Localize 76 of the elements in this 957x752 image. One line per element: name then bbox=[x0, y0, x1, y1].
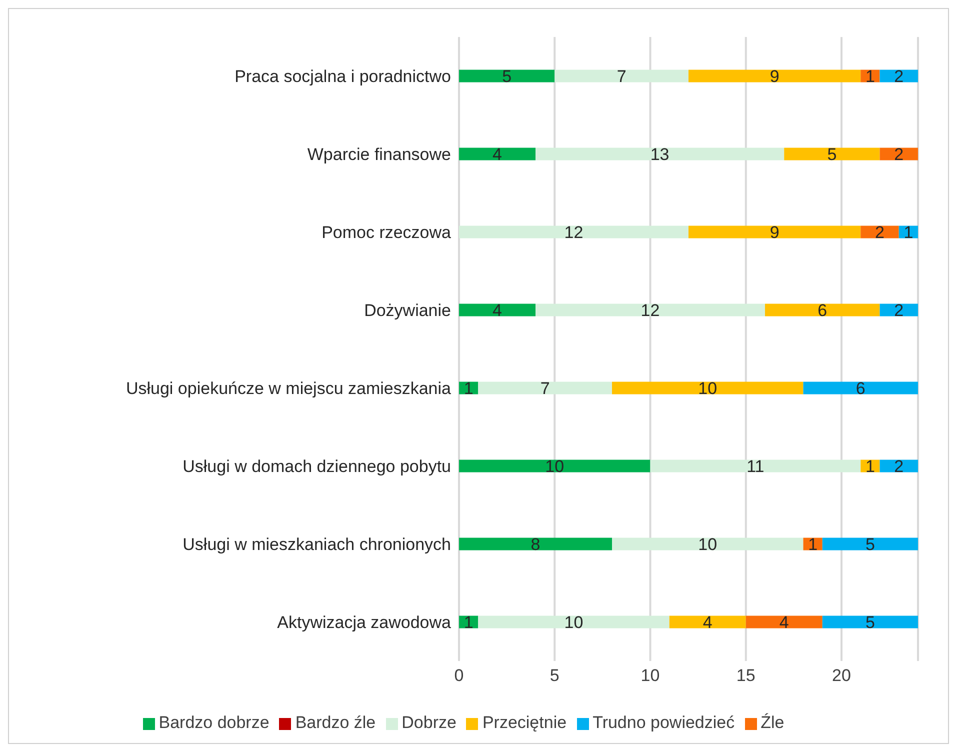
data-label: 1 bbox=[464, 613, 474, 632]
data-label: 10 bbox=[698, 379, 718, 398]
y-tick-label: Usługi w mieszkaniach chronionych bbox=[182, 535, 451, 554]
data-label: 1 bbox=[808, 535, 818, 554]
legend-label: Bardzo dobrze bbox=[158, 713, 270, 732]
data-label: 1 bbox=[904, 223, 914, 242]
bar bbox=[669, 616, 746, 628]
legend-label: Dobrze bbox=[402, 713, 456, 732]
bar bbox=[459, 538, 612, 550]
data-label: 6 bbox=[818, 301, 828, 320]
data-label: 4 bbox=[779, 613, 789, 632]
data-label: 8 bbox=[530, 535, 540, 554]
bar bbox=[459, 70, 555, 82]
legend-label: Trudno powiedzieć bbox=[592, 713, 735, 732]
bar bbox=[746, 616, 822, 628]
bar bbox=[688, 226, 861, 238]
x-tick-label: 10 bbox=[640, 666, 660, 686]
bar bbox=[459, 226, 688, 238]
data-label: 9 bbox=[770, 223, 780, 242]
data-label: 5 bbox=[865, 613, 875, 632]
legend-label: Bardzo źle bbox=[295, 713, 376, 732]
bar bbox=[822, 616, 918, 628]
data-label: 2 bbox=[875, 223, 884, 242]
y-tick-label: Aktywizacja zawodowa bbox=[277, 613, 452, 632]
data-label: 2 bbox=[894, 145, 904, 164]
data-label: 2 bbox=[894, 67, 904, 86]
bar bbox=[459, 304, 536, 316]
y-tick-label: Wparcie finansowe bbox=[307, 145, 451, 164]
x-tick-label: 5 bbox=[550, 666, 560, 686]
x-tick-label: 20 bbox=[832, 666, 851, 686]
bar bbox=[688, 70, 861, 82]
bar bbox=[822, 538, 918, 550]
bar bbox=[612, 382, 804, 394]
bar bbox=[459, 460, 650, 472]
data-label: 10 bbox=[564, 613, 584, 632]
data-label: 5 bbox=[502, 67, 512, 86]
data-label: 12 bbox=[564, 223, 584, 242]
data-label: 4 bbox=[702, 613, 712, 632]
data-label: 5 bbox=[827, 145, 837, 164]
data-label: 10 bbox=[545, 457, 564, 476]
data-label: 11 bbox=[746, 457, 764, 476]
y-tick-label: Dożywianie bbox=[364, 301, 451, 320]
data-label: 1 bbox=[464, 379, 474, 398]
data-label: 2 bbox=[894, 301, 904, 320]
data-label: 7 bbox=[616, 67, 626, 86]
data-label: 13 bbox=[650, 145, 670, 164]
data-label: 5 bbox=[865, 535, 875, 554]
data-label: 2 bbox=[894, 457, 904, 476]
data-label: 12 bbox=[640, 301, 660, 320]
data-label: 1 bbox=[865, 67, 875, 86]
data-label: 7 bbox=[540, 379, 550, 398]
bar bbox=[765, 304, 880, 316]
bar bbox=[612, 538, 804, 550]
y-tick-label: Pomoc rzeczowa bbox=[322, 223, 452, 242]
data-label: 9 bbox=[770, 67, 780, 86]
bar bbox=[650, 460, 861, 472]
bar bbox=[803, 382, 918, 394]
x-tick-label: 0 bbox=[454, 666, 464, 686]
bar bbox=[536, 148, 784, 160]
x-tick-label: 15 bbox=[736, 666, 756, 686]
data-label: 4 bbox=[492, 145, 502, 164]
data-label: 10 bbox=[698, 535, 718, 554]
y-tick-label: Usługi w domach dziennego pobytu bbox=[182, 457, 451, 476]
data-label: 6 bbox=[856, 379, 866, 398]
bar bbox=[478, 382, 612, 394]
legend-label: Przeciętnie bbox=[482, 713, 567, 732]
bar bbox=[784, 148, 880, 160]
bar bbox=[459, 148, 536, 160]
legend-label: Źle bbox=[760, 713, 784, 732]
bar bbox=[554, 70, 688, 82]
data-label: 4 bbox=[492, 301, 502, 320]
data-label: 1 bbox=[865, 457, 875, 476]
bar bbox=[478, 616, 670, 628]
y-tick-label: Usługi opiekuńcze w miejscu zamieszkania bbox=[126, 379, 452, 398]
bar bbox=[536, 304, 765, 316]
y-tick-label: Praca socjalna i poradnictwo bbox=[234, 67, 451, 86]
